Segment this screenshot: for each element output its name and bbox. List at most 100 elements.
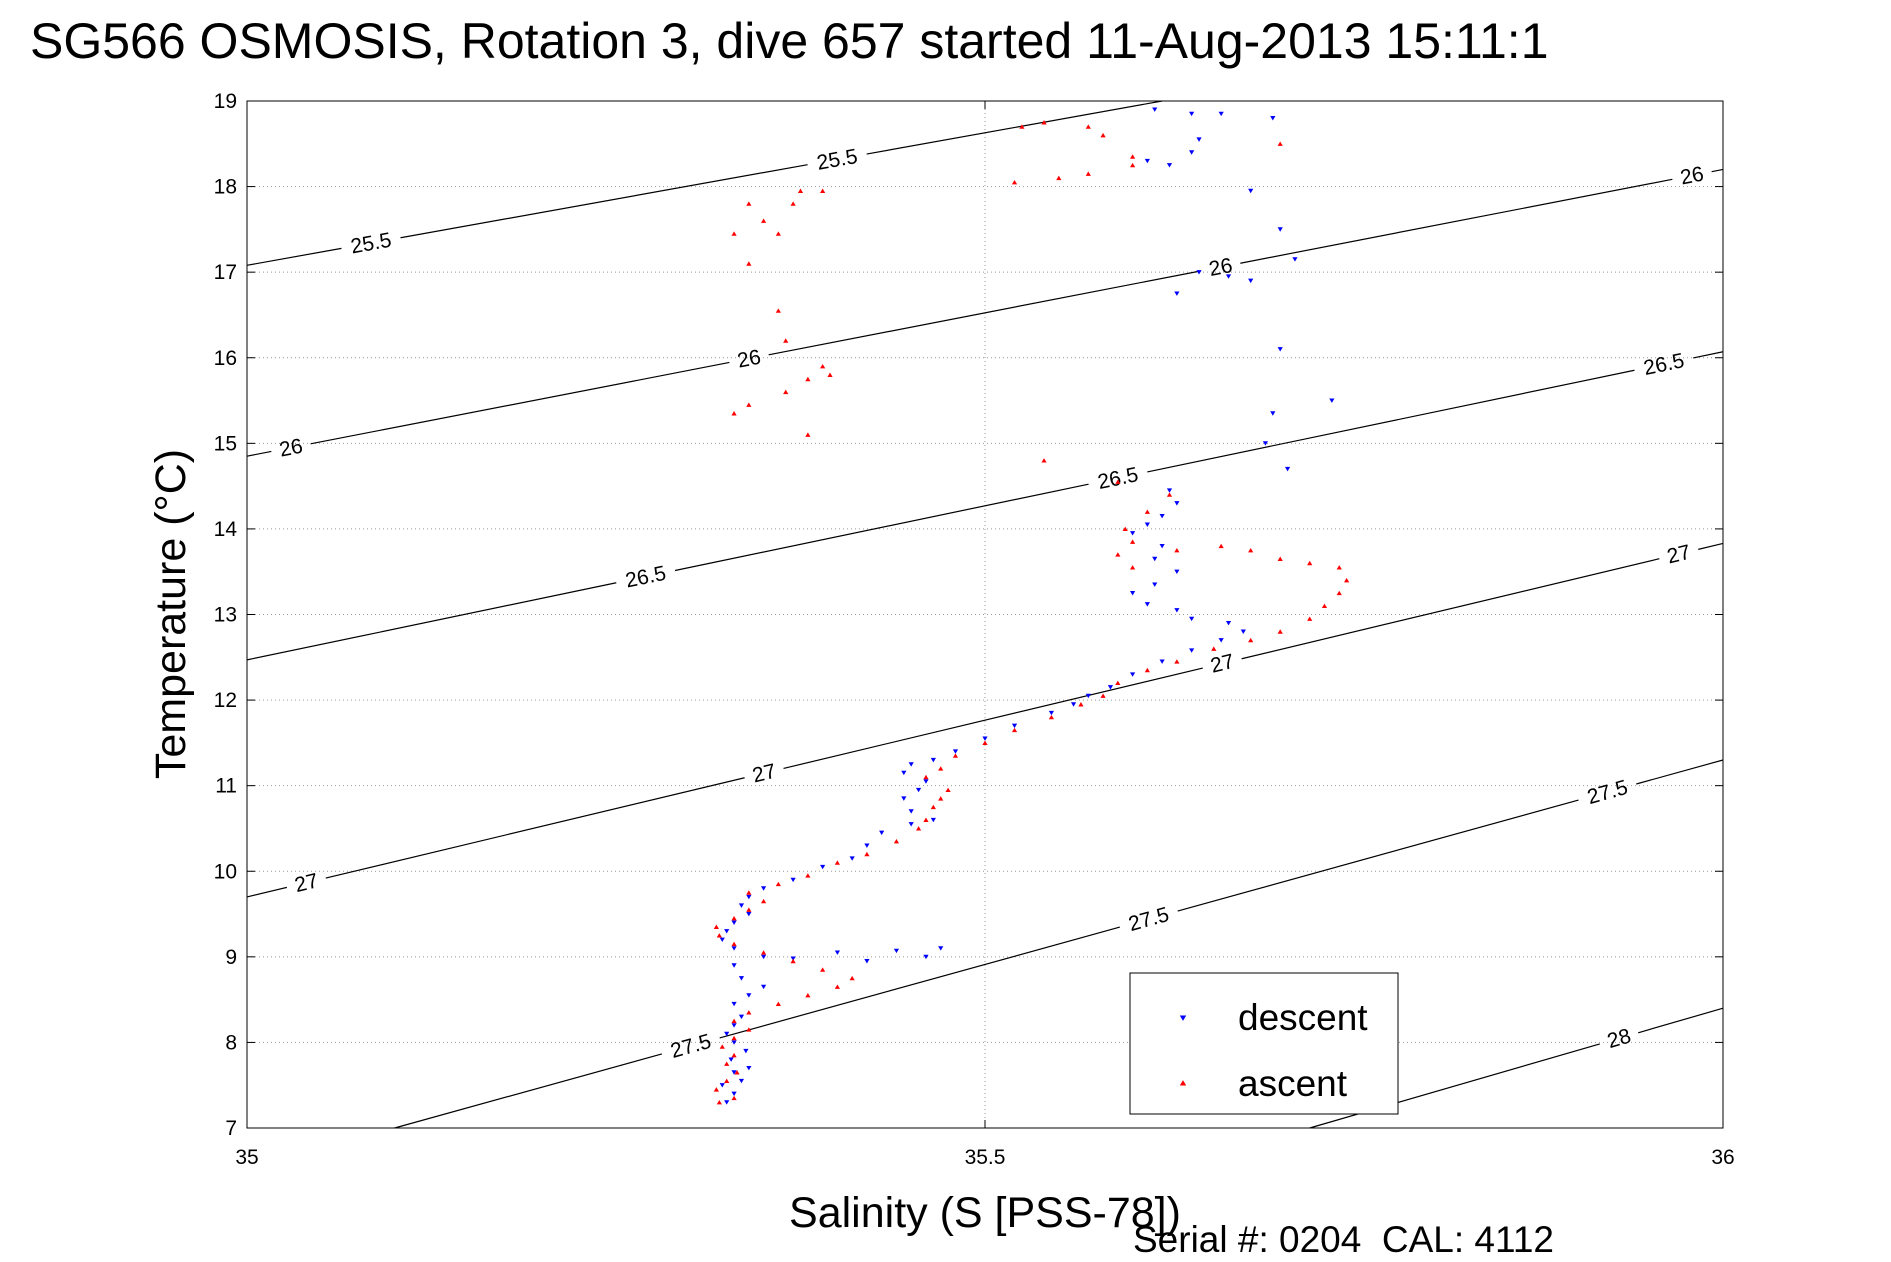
descent-point-64	[1174, 569, 1180, 575]
ascent-point-15	[849, 975, 855, 981]
descent-point-28	[746, 911, 752, 917]
ascent-point-47	[1211, 646, 1217, 651]
contour-28-segment-1	[1638, 1007, 1724, 1034]
ascent-point-55	[1307, 560, 1313, 566]
ascent-point-17	[790, 958, 796, 964]
ascent-point-49	[1277, 629, 1283, 634]
ascent-point-73	[820, 363, 826, 369]
descent-point-36	[879, 830, 885, 836]
descent-point-74	[1284, 466, 1291, 472]
ascent-point-77	[746, 261, 752, 266]
descent-point-53	[1130, 672, 1136, 677]
ascent-point-7	[719, 1044, 725, 1049]
descent-point-40	[901, 796, 907, 801]
descent-point-24	[731, 946, 737, 951]
ascent-point-65	[1166, 492, 1173, 497]
contour-26-segment-1	[310, 361, 730, 445]
y-tick-label-8: 15	[214, 432, 237, 455]
ascent-point-61	[1115, 552, 1121, 557]
contour-27-segment-1	[325, 777, 745, 879]
contour-27-segment-4	[1698, 542, 1724, 550]
ascent-point-12	[775, 1001, 781, 1006]
descent-point-7	[743, 1048, 749, 1054]
ascent-point-0	[716, 1099, 722, 1105]
y-tick-label-3: 10	[214, 860, 237, 883]
ascent-point-92	[1019, 124, 1025, 129]
ascent-point-48	[1248, 637, 1254, 643]
descent-point-77	[1248, 278, 1254, 284]
ascent-point-41	[1048, 714, 1055, 720]
contour-26.5-segment-0	[246, 582, 617, 661]
descent-point-86	[1189, 150, 1195, 155]
ascent-point-63	[1122, 526, 1128, 531]
ascent-point-13	[805, 993, 811, 998]
descent-point-21	[923, 954, 929, 960]
descent-point-3	[738, 1078, 745, 1084]
ascent-point-91	[1041, 120, 1047, 125]
ascent-point-33	[930, 804, 936, 810]
ascent-point-72	[827, 372, 833, 377]
ascent-point-86	[1056, 175, 1062, 181]
legend-marker-descent	[1179, 1015, 1187, 1021]
legend: descent ascent	[1129, 972, 1399, 1115]
descent-point-13	[746, 993, 752, 998]
contour-label-25.5-1: 25.5	[815, 145, 859, 175]
serial-cal-footer: Serial #: 0204 CAL: 4112	[1133, 1219, 1554, 1260]
descent-point-39	[908, 809, 914, 814]
ascent-point-70	[783, 389, 789, 395]
descent-point-55	[1189, 648, 1195, 653]
ascent-point-18	[761, 950, 767, 955]
ascent-point-51	[1321, 603, 1328, 609]
ascent-point-83	[746, 201, 752, 206]
descent-point-4	[731, 1070, 737, 1075]
descent-point-6	[728, 1057, 734, 1062]
descent-point-17	[761, 954, 767, 960]
ascent-point-40	[1011, 727, 1018, 733]
ascent-point-67	[1041, 458, 1047, 463]
y-tick-label-5: 12	[214, 689, 237, 712]
contour-label-26-3: 26	[1678, 162, 1705, 189]
descent-point-89	[1189, 111, 1195, 117]
contour-27.5-segment-0	[394, 1053, 663, 1129]
ascent-point-80	[797, 188, 804, 193]
ascent-point-30	[893, 838, 900, 844]
contour-label-26.5-2: 26.5	[1642, 349, 1687, 380]
descent-point-10	[731, 1023, 737, 1028]
y-tick-label-0: 7	[225, 1117, 237, 1140]
ascent-point-50	[1307, 616, 1313, 621]
descent-point-20	[938, 946, 944, 951]
descent-point-76	[1277, 347, 1283, 352]
ascent-point-35	[945, 787, 951, 793]
ascent-point-20	[716, 933, 722, 938]
descent-point-58	[1225, 620, 1232, 626]
ascent-point-74	[805, 432, 811, 437]
descent-point-22	[864, 959, 870, 964]
contour-26-segment-0	[246, 450, 272, 457]
descent-point-2	[719, 1083, 725, 1088]
ascent-point-24	[761, 898, 767, 904]
descent-point-61	[1144, 602, 1150, 607]
descent-point-31	[761, 886, 767, 891]
ascent-point-42	[1078, 702, 1084, 707]
ascent-point-45	[1144, 667, 1150, 673]
ascent-point-3	[724, 1078, 730, 1084]
ascent-point-28	[834, 860, 840, 865]
contour-label-27-0: 27	[292, 869, 320, 897]
ascent-point-29	[864, 851, 870, 857]
descent-point-68	[1144, 522, 1150, 527]
descent-point-45	[930, 757, 936, 763]
y-tick-label-1: 8	[225, 1031, 237, 1054]
contour-label-27-3: 27	[1665, 541, 1693, 569]
ascent-point-62	[1130, 539, 1136, 544]
ascent-point-43	[1100, 693, 1106, 698]
descent-point-67	[1130, 531, 1136, 536]
ascent-point-54	[1336, 565, 1342, 570]
descent-point-71	[1166, 488, 1173, 493]
ascent-point-19	[731, 941, 737, 947]
ascent-point-84	[820, 188, 826, 193]
ascent-point-22	[731, 915, 737, 921]
axis-ticks: 35 35.5 36 7 8 9 10 11 12 13 14 15 16 17 18 19	[214, 90, 1735, 1169]
ascent-point-68	[731, 411, 737, 416]
descent-point-78	[1225, 274, 1232, 279]
y-tick-label-10: 17	[214, 261, 237, 284]
